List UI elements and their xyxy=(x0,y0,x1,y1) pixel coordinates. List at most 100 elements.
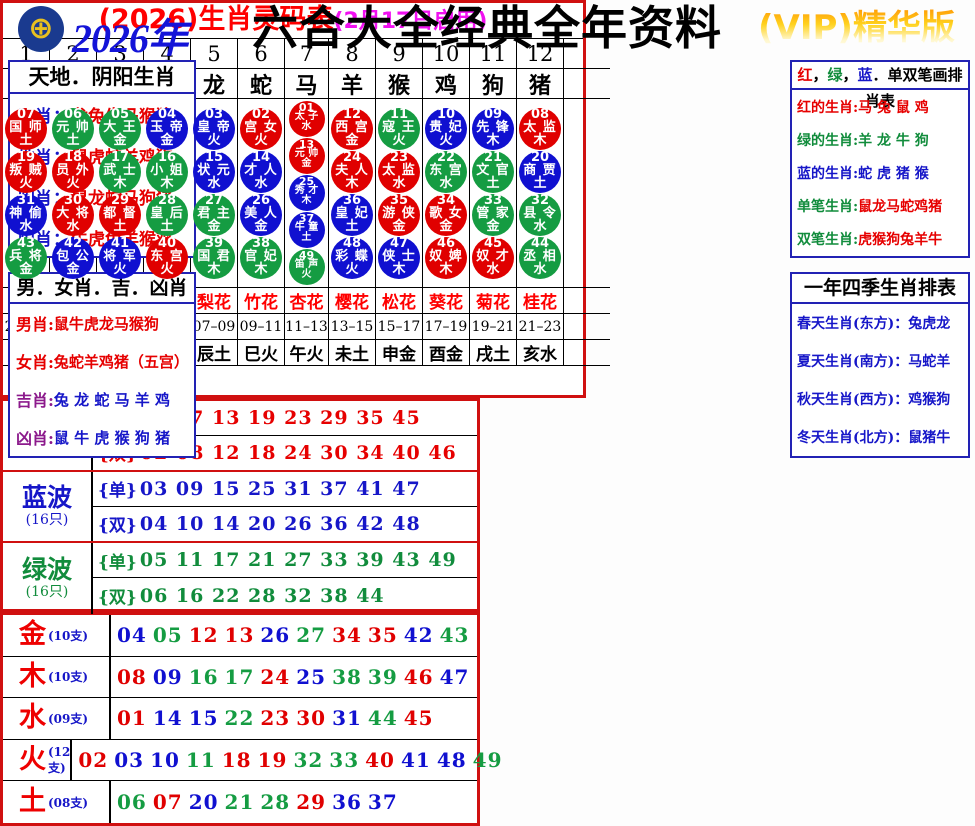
zodiac-table-title-sub: (2月17日启用) xyxy=(333,9,488,34)
number-ball[interactable]: 36 皇 妃土 xyxy=(331,193,373,236)
number-ball[interactable]: 21 文 官土 xyxy=(472,149,514,193)
number-ball[interactable]: 42 包 公金 xyxy=(52,236,94,279)
number-ball[interactable]: 04 玉 帝金 xyxy=(146,107,188,150)
element-count: (09支) xyxy=(48,711,89,726)
number-ball[interactable]: 11 寇 王火 xyxy=(378,107,420,150)
ball-element: 木 xyxy=(113,175,127,191)
number-ball[interactable]: 20 商 贾土 xyxy=(519,150,561,193)
ball-element: 水 xyxy=(533,261,547,277)
ball-number: 01 xyxy=(298,101,315,114)
number-ball[interactable]: 47 侠 士木 xyxy=(378,235,420,279)
ball-element: 金 xyxy=(345,132,359,148)
bihua-row: 单笔生肖: 鼠龙马蛇鸡猪 xyxy=(792,189,968,222)
ball-number: 02 xyxy=(251,106,271,122)
zodiac-table-title: (2026)生肖灵码表(2月17日启用) xyxy=(3,3,583,39)
five-elements-panel: 金 (10支) 04 05 12 13 26 27 34 35 42 43 木 (10支) 08 09 16 17… xyxy=(0,612,502,826)
number-ball[interactable]: 29 都 督土 xyxy=(99,193,141,236)
number-ball[interactable]: 17 武 士木 xyxy=(99,150,141,193)
wave-parity-tag: {单} xyxy=(98,481,137,502)
ball-stack: 11 寇 王火 23 太 监水 35 游 侠金 47 侠 士木 xyxy=(378,107,420,279)
number-ball[interactable]: 02 宫 女火 xyxy=(240,106,282,150)
number-ball[interactable]: 16 小 姐木 xyxy=(146,150,188,193)
number-ball[interactable]: 34 歌 女金 xyxy=(425,193,467,236)
element-number: 20 xyxy=(188,790,219,815)
number-ball[interactable]: 15 状 元水 xyxy=(193,150,235,193)
bihua-row-value: 虎猴狗兔羊牛 xyxy=(858,231,943,248)
ball-number: 21 xyxy=(483,149,503,165)
number-ball[interactable]: 25 秀 才木 xyxy=(288,175,325,211)
ball-number: 24 xyxy=(342,149,362,165)
number-ball[interactable]: 40 东 宫火 xyxy=(146,236,188,279)
ball-role: 兵 将 xyxy=(9,248,43,264)
number-ball[interactable]: 32 县 令水 xyxy=(519,193,561,236)
ball-role: 宫 女 xyxy=(244,119,278,135)
number-ball[interactable]: 18 员 外火 xyxy=(52,150,94,193)
number-ball[interactable]: 39 国 君木 xyxy=(193,236,235,279)
season-row-list: 春天生肖(东方)：兔虎龙 夏天生肖(南方)：马蛇羊 秋天生肖(西方)：鸡猴狗 冬天生肖… xyxy=(792,304,968,456)
element-number: 14 xyxy=(152,706,183,731)
number-ball[interactable]: 09 先 锋木 xyxy=(472,107,514,150)
number-ball[interactable]: 22 东 宫水 xyxy=(425,150,467,193)
ball-role: 君 主 xyxy=(197,205,231,221)
number-ball[interactable]: 03 皇 帝火 xyxy=(193,106,235,150)
number-ball[interactable]: 37 牛 童土 xyxy=(288,212,325,248)
bihua-row: 红的生肖: 马 兔 鼠 鸡 xyxy=(792,90,968,123)
number-ball[interactable]: 46 奴 婢木 xyxy=(425,236,467,279)
number-ball[interactable]: 28 皇 后土 xyxy=(146,193,188,236)
number-ball[interactable]: 24 夫 人木 xyxy=(331,149,373,193)
number-ball[interactable]: 49 笛 声火 xyxy=(288,249,325,285)
number-ball[interactable]: 08 太 监木 xyxy=(519,107,561,150)
number-ball[interactable]: 41 将 军火 xyxy=(99,236,141,279)
number-ball[interactable]: 05 大 王金 xyxy=(99,107,141,150)
element-number: 35 xyxy=(367,623,398,648)
ball-element: 木 xyxy=(345,175,359,191)
element-number-list: 06 07 20 21 28 29 36 37 xyxy=(117,790,404,814)
number-ball[interactable]: 23 太 监水 xyxy=(378,150,420,193)
hour-range-cell: 21–23 xyxy=(517,314,564,340)
earthly-branch-cell: 戌土 xyxy=(470,340,517,366)
number-ball[interactable]: 43 兵 将金 xyxy=(5,236,47,279)
ball-element: 木 xyxy=(160,175,174,191)
ball-element: 金 xyxy=(19,261,33,277)
ball-element: 金 xyxy=(254,218,268,234)
number-ball[interactable]: 33 管 家金 xyxy=(472,193,514,236)
column-zodiac-cell: 猴 xyxy=(376,69,423,99)
ball-role: 国 师 xyxy=(9,119,43,135)
element-numbers: 06 07 20 21 28 29 36 37 xyxy=(111,781,477,823)
number-ball[interactable]: 07 国 师土 xyxy=(5,107,47,150)
ball-number: 03 xyxy=(204,106,224,122)
number-ball[interactable]: 45 奴 才水 xyxy=(472,236,514,279)
number-ball[interactable]: 31 神 偷水 xyxy=(5,193,47,236)
element-name: 木 xyxy=(19,660,46,692)
number-ball[interactable]: 19 叛 贼火 xyxy=(5,150,47,193)
ball-number: 48 xyxy=(342,235,362,251)
ball-role: 状 元 xyxy=(197,162,231,178)
number-ball[interactable]: 38 官 妃木 xyxy=(240,236,282,279)
number-ball[interactable]: 48 彩 蝶火 xyxy=(331,235,373,279)
number-ball[interactable]: 35 游 侠金 xyxy=(378,193,420,236)
number-ball[interactable]: 26 美 人金 xyxy=(240,193,282,236)
number-ball[interactable]: 13 元 帅金 xyxy=(288,138,325,174)
flower-cell: 梨花 xyxy=(191,288,238,314)
zodiac-ball-column: 09 先 锋木 21 文 官土 33 管 家金 45 奴 才水 xyxy=(470,99,517,288)
element-number: 21 xyxy=(224,790,255,815)
number-ball[interactable]: 30 大 将水 xyxy=(52,193,94,236)
ball-role: 玉 帝 xyxy=(150,119,184,135)
element-number: 09 xyxy=(152,664,183,689)
number-ball[interactable]: 44 丞 相水 xyxy=(519,236,561,279)
nanv-row: 凶肖: 鼠 牛 虎 猴 狗 猪 xyxy=(10,418,194,456)
number-ball[interactable]: 01 太 子水 xyxy=(288,101,325,137)
number-ball[interactable]: 27 君 主金 xyxy=(193,193,235,236)
number-ball[interactable]: 06 元 帅土 xyxy=(52,107,94,150)
ball-element: 水 xyxy=(439,175,453,191)
nanv-row-value: 鼠牛虎龙马猴狗 xyxy=(53,314,159,333)
number-ball[interactable]: 14 才 人水 xyxy=(240,150,282,193)
number-ball[interactable]: 10 贵 妃火 xyxy=(425,107,467,150)
wave-parity-tag: {双} xyxy=(98,516,137,537)
wave-group-label: 绿波 (16只) xyxy=(3,543,93,614)
site-logo: ⊕ xyxy=(18,6,64,52)
ball-number: 47 xyxy=(389,235,409,251)
nanv-row-label: 凶肖: xyxy=(16,429,54,448)
ball-role: 将 军 xyxy=(103,248,137,264)
number-ball[interactable]: 12 西 宫金 xyxy=(331,107,373,150)
